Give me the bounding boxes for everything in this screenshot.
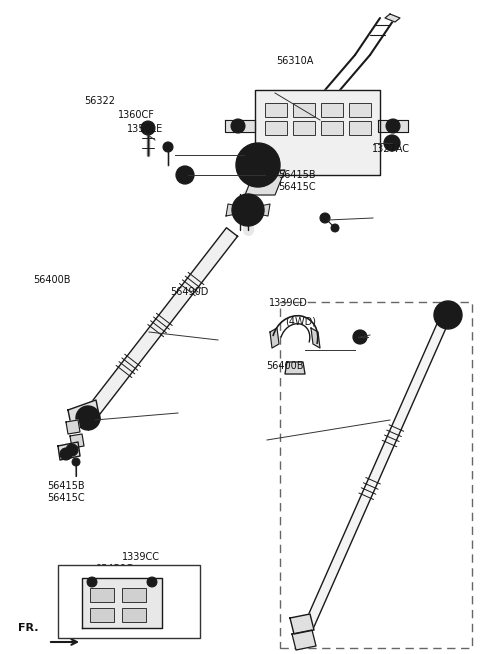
- Polygon shape: [285, 362, 305, 374]
- Polygon shape: [70, 434, 84, 448]
- Polygon shape: [292, 630, 316, 650]
- Text: 56415C: 56415C: [278, 182, 316, 192]
- Text: 1350LE: 1350LE: [127, 124, 164, 134]
- Circle shape: [82, 412, 94, 424]
- Circle shape: [235, 123, 241, 129]
- Circle shape: [176, 166, 194, 184]
- Circle shape: [434, 301, 462, 329]
- Circle shape: [388, 139, 396, 147]
- Text: 1327AC: 1327AC: [372, 144, 410, 154]
- Circle shape: [66, 444, 78, 456]
- Circle shape: [240, 202, 256, 218]
- Text: 56415C: 56415C: [47, 492, 84, 503]
- Polygon shape: [258, 204, 270, 216]
- Polygon shape: [82, 578, 162, 628]
- Circle shape: [452, 315, 460, 323]
- Bar: [280, 302, 472, 648]
- Text: 56400B: 56400B: [34, 275, 71, 285]
- Text: FR.: FR.: [18, 623, 39, 633]
- Circle shape: [141, 121, 155, 135]
- Circle shape: [384, 135, 400, 151]
- Bar: [321, 121, 343, 135]
- Circle shape: [76, 406, 100, 430]
- Text: 1339CC: 1339CC: [122, 552, 160, 562]
- Bar: [90, 608, 114, 622]
- Bar: [293, 121, 315, 135]
- Circle shape: [353, 330, 367, 344]
- Text: 56490D: 56490D: [170, 287, 209, 298]
- Text: 95450G: 95450G: [95, 564, 133, 574]
- Polygon shape: [311, 328, 320, 348]
- Text: 1360CF: 1360CF: [118, 110, 155, 120]
- Text: (4WD): (4WD): [286, 316, 317, 326]
- Bar: [122, 608, 146, 622]
- Polygon shape: [226, 204, 238, 216]
- Polygon shape: [385, 14, 400, 22]
- Polygon shape: [68, 400, 100, 430]
- Polygon shape: [245, 170, 285, 195]
- Bar: [90, 588, 114, 602]
- Circle shape: [445, 312, 451, 318]
- Circle shape: [390, 123, 396, 129]
- Polygon shape: [255, 90, 380, 175]
- Polygon shape: [58, 442, 80, 460]
- Bar: [293, 103, 315, 117]
- Circle shape: [181, 171, 189, 179]
- Circle shape: [232, 194, 264, 226]
- Polygon shape: [270, 328, 279, 348]
- Polygon shape: [225, 120, 255, 132]
- Circle shape: [320, 213, 330, 223]
- Polygon shape: [290, 614, 314, 634]
- Polygon shape: [303, 316, 450, 630]
- Text: 1339CD: 1339CD: [269, 298, 308, 309]
- Circle shape: [357, 334, 363, 340]
- Bar: [265, 103, 287, 117]
- Circle shape: [251, 158, 265, 172]
- Circle shape: [386, 119, 400, 133]
- Circle shape: [441, 308, 455, 322]
- Bar: [321, 103, 343, 117]
- Text: 56310A: 56310A: [276, 56, 313, 67]
- Circle shape: [60, 448, 72, 460]
- Circle shape: [87, 577, 97, 587]
- Polygon shape: [66, 420, 80, 434]
- Bar: [349, 103, 371, 117]
- Text: 56322: 56322: [84, 96, 115, 107]
- Bar: [58, 565, 200, 638]
- Bar: [265, 121, 287, 135]
- Text: 56400B: 56400B: [266, 361, 304, 371]
- Bar: [122, 588, 146, 602]
- Circle shape: [163, 142, 173, 152]
- Polygon shape: [83, 228, 238, 422]
- Circle shape: [231, 119, 245, 133]
- Polygon shape: [378, 120, 408, 132]
- Text: 56415B: 56415B: [47, 481, 84, 491]
- Text: 56415B: 56415B: [278, 170, 316, 181]
- Circle shape: [331, 224, 339, 232]
- Circle shape: [72, 458, 80, 466]
- Circle shape: [244, 151, 272, 179]
- Circle shape: [236, 143, 280, 187]
- Bar: [349, 121, 371, 135]
- Circle shape: [147, 577, 157, 587]
